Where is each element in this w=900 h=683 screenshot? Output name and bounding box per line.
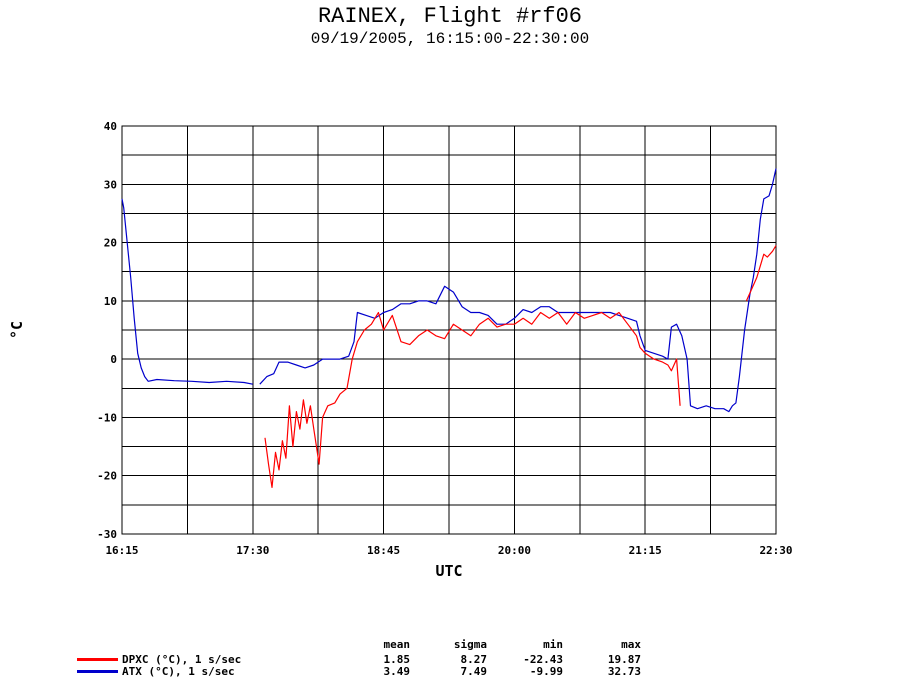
legend-swatch-atx bbox=[77, 670, 118, 673]
stats-row-atx: ATX (°C), 1 s/sec 3.49 7.49 -9.99 32.73 bbox=[0, 665, 900, 679]
x-tick-label: 20:00 bbox=[498, 544, 531, 557]
stat-mean: 1.85 bbox=[383, 653, 411, 666]
legend-label-dpxc: DPXC (°C), 1 s/sec bbox=[122, 653, 242, 666]
series-line-atx bbox=[121, 198, 253, 385]
stats-row-dpxc: DPXC (°C), 1 s/sec 1.85 8.27 -22.43 19.8… bbox=[0, 653, 900, 667]
y-tick-label: -20 bbox=[97, 470, 117, 483]
stats-header-min: min bbox=[543, 638, 563, 651]
x-axis-label: UTC bbox=[435, 562, 462, 580]
chart-svg: -30 -20 -10 0 10 20 30 40 16:15 17:30 18:45 20:00 21… bbox=[8, 120, 793, 580]
legend-swatch-dpxc bbox=[77, 658, 118, 661]
stat-sigma: 8.27 bbox=[460, 653, 488, 666]
x-tick-label: 21:15 bbox=[629, 544, 662, 557]
stat-mean: 3.49 bbox=[383, 665, 411, 678]
stat-min: -22.43 bbox=[523, 653, 563, 666]
x-tick-label: 18:45 bbox=[367, 544, 400, 557]
legend-label-atx: ATX (°C), 1 s/sec bbox=[122, 665, 235, 678]
y-tick-label: 20 bbox=[104, 237, 117, 250]
y-tick-label: 10 bbox=[104, 295, 117, 308]
stats-header-mean: mean bbox=[383, 638, 411, 651]
stats-header-max: max bbox=[621, 638, 641, 651]
x-tick-label: 17:30 bbox=[236, 544, 269, 557]
stat-sigma: 7.49 bbox=[460, 665, 488, 678]
stat-max: 19.87 bbox=[607, 653, 641, 666]
y-tick-label: -30 bbox=[97, 528, 117, 541]
x-tick-label: 22:30 bbox=[759, 544, 792, 557]
stats-header-sigma: sigma bbox=[453, 638, 487, 651]
stat-min: -9.99 bbox=[529, 665, 563, 678]
y-tick-label: 30 bbox=[104, 178, 117, 191]
series-line-dpxc bbox=[264, 311, 681, 488]
x-tick-label: 16:15 bbox=[105, 544, 138, 557]
chart-subtitle: 09/19/2005, 16:15:00-22:30:00 bbox=[310, 30, 590, 48]
stat-max: 32.73 bbox=[607, 665, 641, 678]
chart-title: RAINEX, Flight #rf06 bbox=[317, 4, 583, 29]
series-line-dpxc bbox=[745, 245, 777, 302]
plot-frame bbox=[121, 125, 777, 535]
y-tick-label: -10 bbox=[97, 411, 117, 424]
y-tick-label: 0 bbox=[110, 353, 117, 366]
y-axis-label: °C bbox=[8, 321, 26, 339]
series-line-atx bbox=[259, 168, 777, 413]
y-tick-label: 40 bbox=[104, 120, 117, 133]
